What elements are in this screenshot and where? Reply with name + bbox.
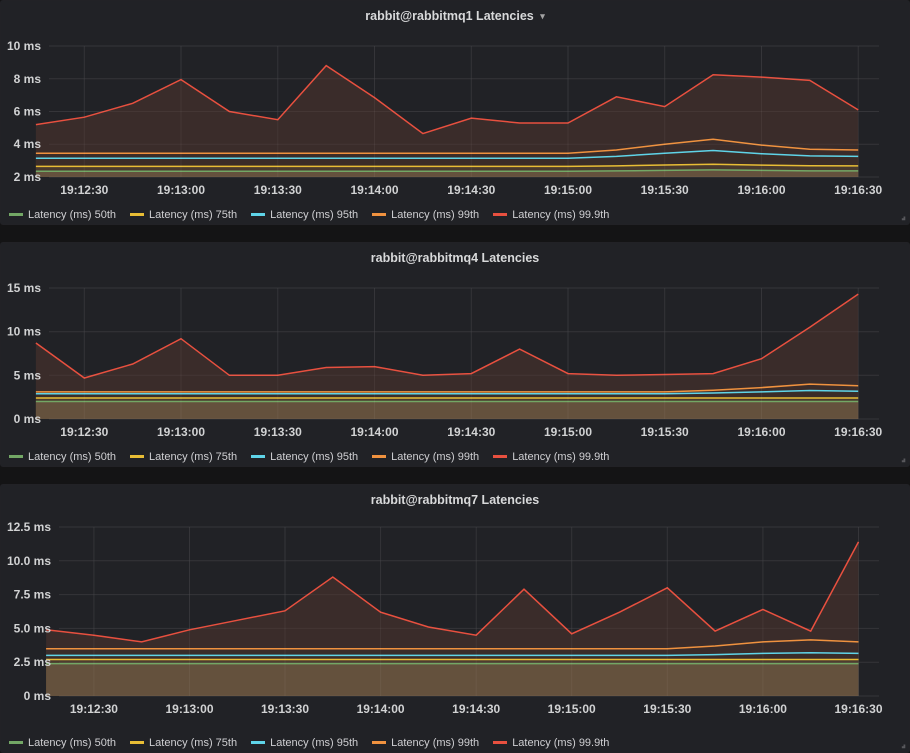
svg-text:10 ms: 10 ms [7,39,41,53]
svg-text:19:15:00: 19:15:00 [544,425,592,439]
svg-text:12.5 ms: 12.5 ms [7,520,51,534]
svg-text:19:13:00: 19:13:00 [157,183,205,197]
svg-text:19:15:30: 19:15:30 [641,183,689,197]
svg-text:6 ms: 6 ms [14,105,42,119]
svg-text:7.5 ms: 7.5 ms [14,588,52,602]
svg-text:10 ms: 10 ms [7,325,41,339]
svg-text:19:14:30: 19:14:30 [447,425,495,439]
svg-text:19:13:00: 19:13:00 [157,425,205,439]
svg-text:19:13:30: 19:13:30 [254,183,302,197]
svg-text:19:14:00: 19:14:00 [350,425,398,439]
svg-text:2 ms: 2 ms [14,170,42,184]
svg-text:19:16:30: 19:16:30 [834,702,882,716]
svg-text:15 ms: 15 ms [7,281,41,295]
svg-text:19:12:30: 19:12:30 [60,425,108,439]
svg-text:19:16:30: 19:16:30 [834,183,882,197]
svg-text:19:15:00: 19:15:00 [544,183,592,197]
svg-text:10.0 ms: 10.0 ms [7,554,51,568]
svg-text:19:13:00: 19:13:00 [165,702,213,716]
svg-text:5.0 ms: 5.0 ms [14,621,52,635]
svg-text:19:16:00: 19:16:00 [739,702,787,716]
svg-text:19:15:30: 19:15:30 [641,425,689,439]
svg-text:19:16:00: 19:16:00 [737,425,785,439]
svg-text:19:14:30: 19:14:30 [447,183,495,197]
svg-text:19:12:30: 19:12:30 [70,702,118,716]
svg-text:8 ms: 8 ms [14,72,42,86]
svg-text:19:16:30: 19:16:30 [834,425,882,439]
svg-text:19:15:00: 19:15:00 [548,702,596,716]
svg-text:4 ms: 4 ms [14,137,42,151]
svg-text:0 ms: 0 ms [24,689,52,703]
svg-text:19:13:30: 19:13:30 [261,702,309,716]
svg-text:0 ms: 0 ms [14,412,42,426]
svg-text:19:14:00: 19:14:00 [357,702,405,716]
svg-text:19:15:30: 19:15:30 [643,702,691,716]
svg-text:19:16:00: 19:16:00 [737,183,785,197]
svg-text:19:14:30: 19:14:30 [452,702,500,716]
svg-text:2.5 ms: 2.5 ms [14,655,52,669]
svg-text:19:12:30: 19:12:30 [60,183,108,197]
svg-text:19:14:00: 19:14:00 [350,183,398,197]
svg-text:19:13:30: 19:13:30 [254,425,302,439]
svg-text:5 ms: 5 ms [14,368,42,382]
